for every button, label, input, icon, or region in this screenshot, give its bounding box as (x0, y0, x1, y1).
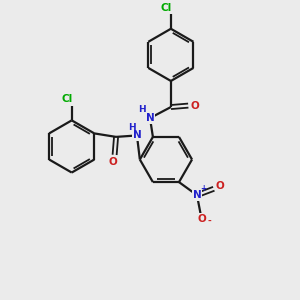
Text: O: O (190, 100, 199, 111)
Text: H: H (128, 123, 136, 132)
Text: O: O (109, 157, 118, 167)
Text: Cl: Cl (161, 3, 172, 13)
Text: Cl: Cl (62, 94, 73, 104)
Text: O: O (197, 214, 206, 224)
Text: -: - (208, 217, 211, 226)
Text: H: H (138, 106, 146, 115)
Text: N: N (133, 130, 141, 140)
Text: +: + (200, 184, 206, 193)
Text: N: N (146, 113, 154, 123)
Text: O: O (216, 182, 224, 191)
Text: N: N (193, 190, 201, 200)
